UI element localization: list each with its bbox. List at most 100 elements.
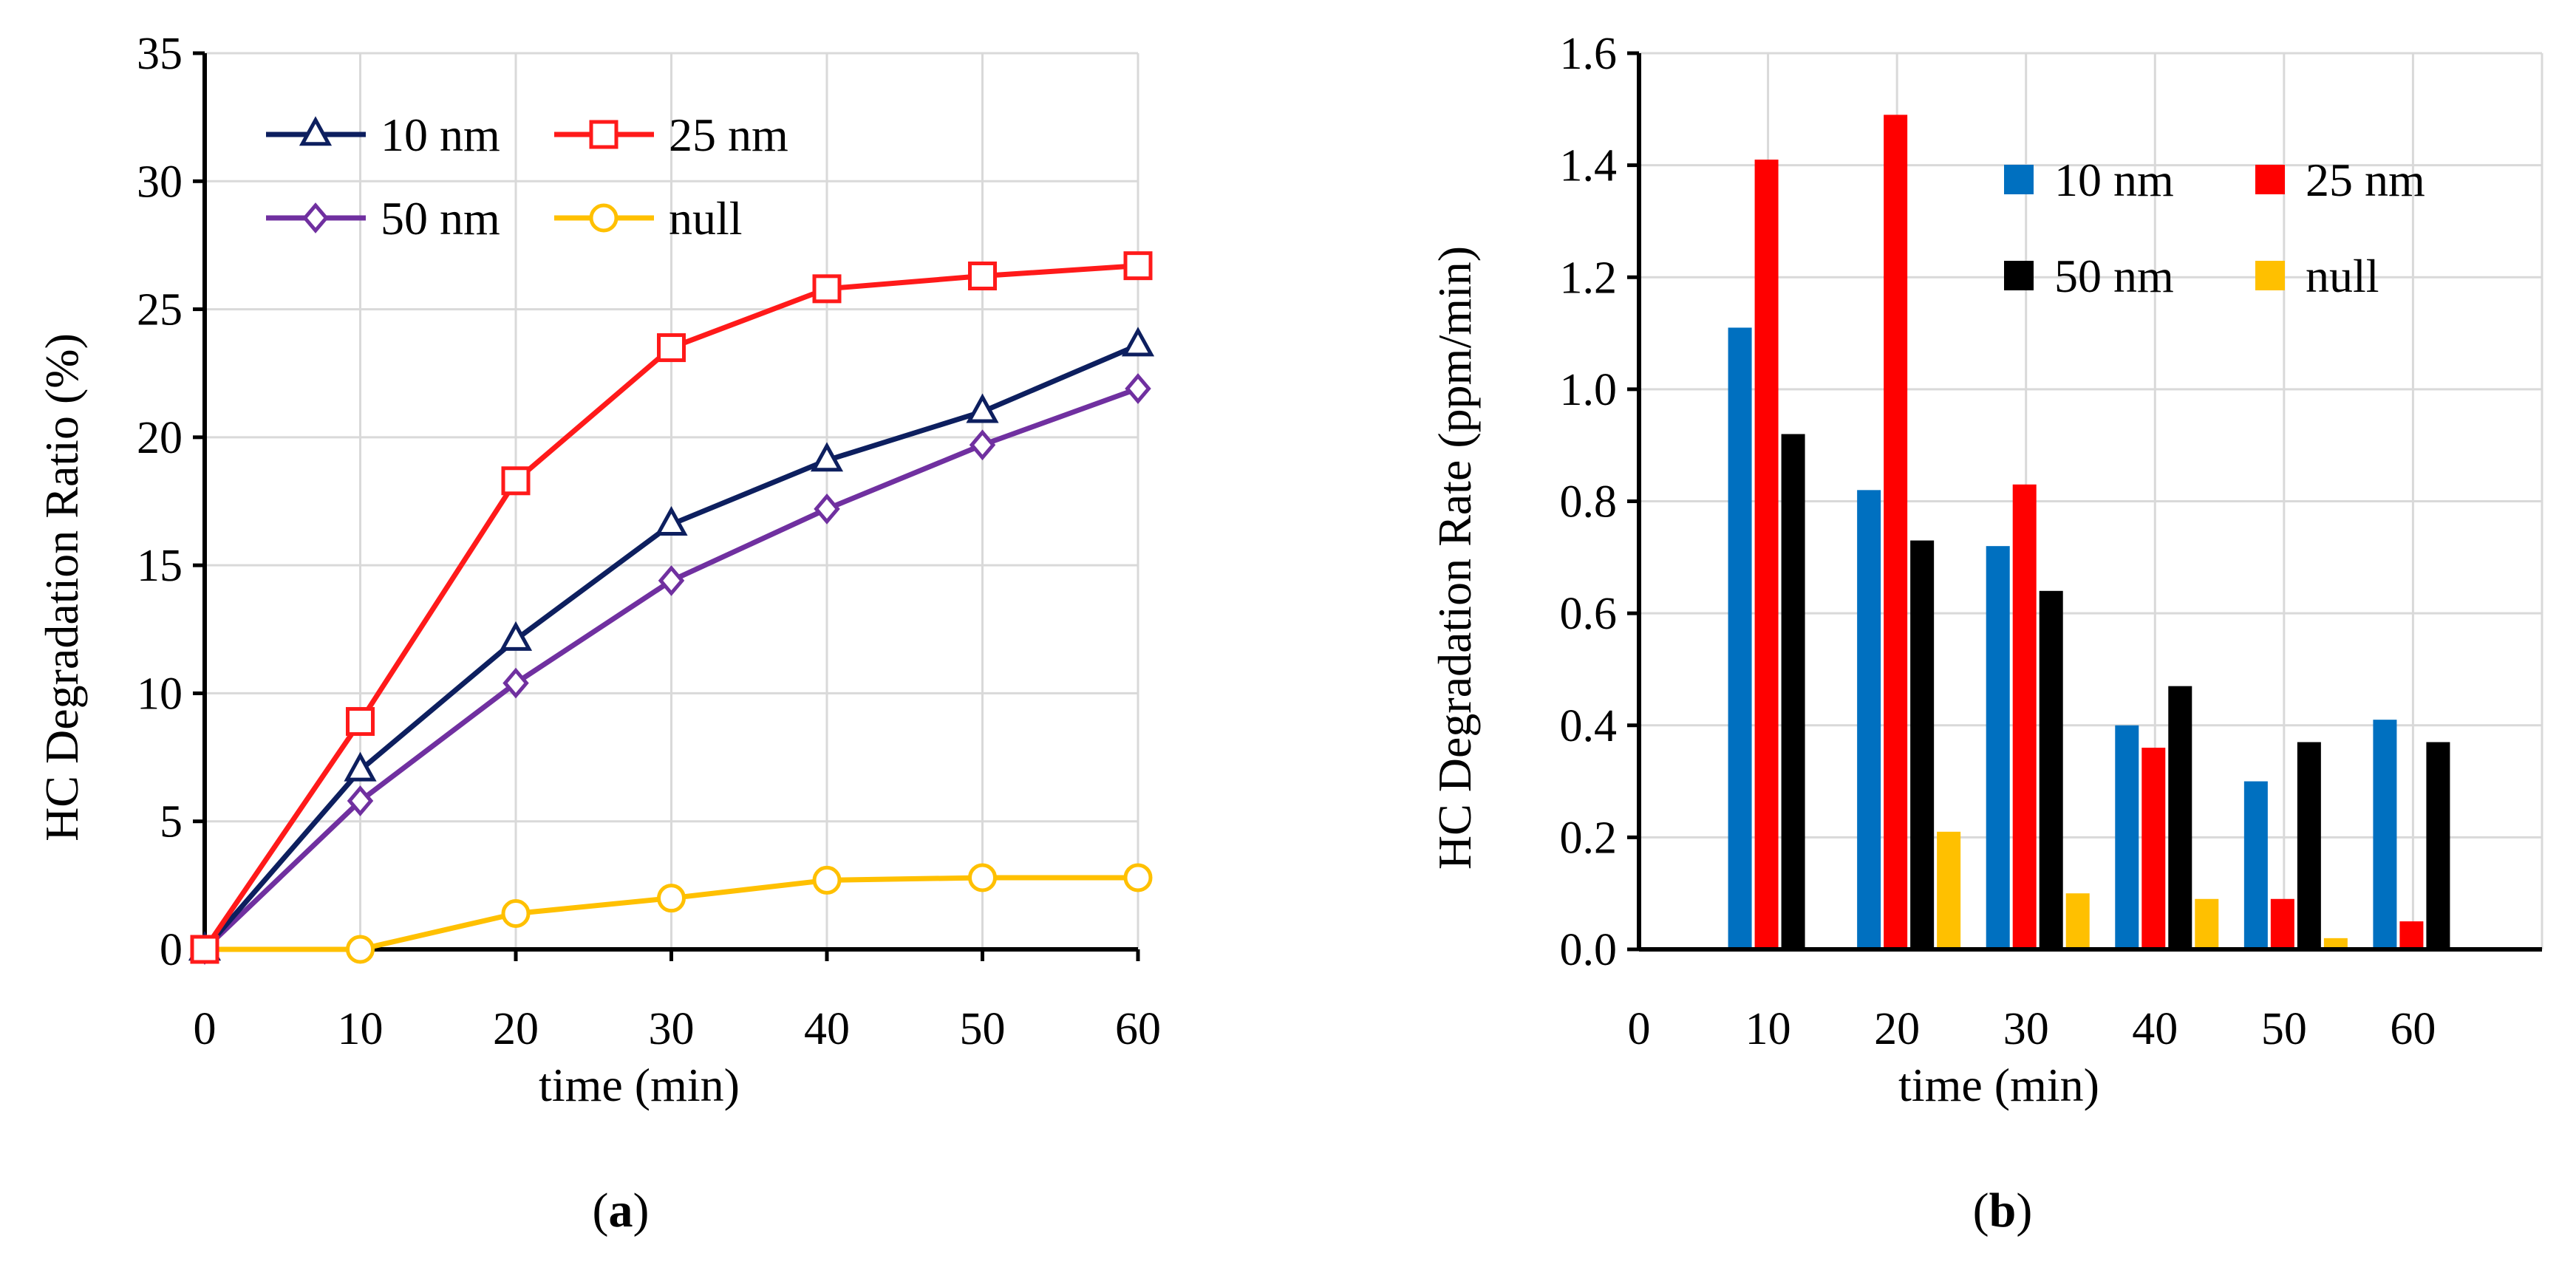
data-point-10-nm bbox=[966, 393, 999, 423]
bar-10-nm-50 bbox=[2243, 781, 2268, 949]
bar-10-nm-40 bbox=[2115, 725, 2139, 949]
bar-50-nm-20 bbox=[1910, 540, 1935, 949]
legend-item-10-nm: 10 nm bbox=[2004, 154, 2174, 206]
data-bars bbox=[1728, 115, 2450, 950]
legend-swatch bbox=[2004, 261, 2034, 290]
data-point-50-nm bbox=[347, 785, 374, 816]
x-tick-label: 50 bbox=[960, 1004, 1006, 1054]
x-tick-label: 30 bbox=[649, 1004, 695, 1054]
bar-25-nm-50 bbox=[2270, 898, 2294, 949]
data-point-null bbox=[501, 898, 531, 928]
bar-25-nm-30 bbox=[2012, 484, 2037, 949]
data-point-25-nm bbox=[190, 935, 219, 964]
bar-50-nm-60 bbox=[2426, 742, 2450, 949]
legend-marker bbox=[299, 116, 333, 146]
legend-item-50-nm: 50 nm bbox=[2004, 250, 2174, 302]
legend-label: 25 nm bbox=[669, 109, 788, 161]
panel-label-letter: a bbox=[609, 1184, 633, 1237]
y-tick-label: 0.0 bbox=[1560, 925, 1618, 975]
legend-label: 25 nm bbox=[2306, 154, 2425, 206]
legend-item-null: null bbox=[554, 192, 743, 245]
x-tick-label: 30 bbox=[2003, 1004, 2049, 1054]
data-point-25-nm bbox=[968, 262, 997, 291]
bar-10-nm-30 bbox=[1986, 546, 2010, 949]
y-tick-label: 35 bbox=[137, 29, 183, 79]
bar-null-30 bbox=[2065, 893, 2090, 949]
x-tick-label: 60 bbox=[1115, 1004, 1161, 1054]
y-tick-label: 25 bbox=[137, 285, 183, 335]
data-point-10-nm bbox=[655, 505, 688, 536]
x-tick-label: 20 bbox=[493, 1004, 539, 1054]
x-axis-label: time (min) bbox=[1898, 1059, 2099, 1111]
y-tick-label: 5 bbox=[160, 797, 183, 847]
legend-label: 50 nm bbox=[2054, 250, 2174, 302]
panel-label-paren-open: ( bbox=[593, 1184, 609, 1237]
axes bbox=[1627, 51, 2542, 952]
y-tick-label: 1.6 bbox=[1560, 29, 1618, 79]
bar-group-10 bbox=[1728, 160, 1805, 950]
y-tick-label: 0.6 bbox=[1560, 589, 1618, 639]
bar-group-20 bbox=[1857, 115, 1961, 949]
data-point-50-nm bbox=[814, 494, 840, 525]
bar-50-nm-30 bbox=[2039, 590, 2063, 949]
x-tick-label: 60 bbox=[2390, 1004, 2436, 1054]
legend-swatch bbox=[2255, 261, 2285, 290]
legend-marker bbox=[589, 203, 619, 233]
x-tick-label: 10 bbox=[1745, 1004, 1791, 1054]
data-point-25-nm bbox=[657, 333, 686, 363]
bar-25-nm-40 bbox=[2141, 748, 2166, 949]
legend: 10 nm 25 nm 50 nm null bbox=[2004, 154, 2425, 302]
x-tick-label: 0 bbox=[194, 1004, 217, 1054]
panel-label-b: (b) bbox=[1973, 1184, 2033, 1237]
gridlines bbox=[205, 52, 1139, 949]
bar-null-40 bbox=[2195, 898, 2219, 949]
panel-label-paren-open: ( bbox=[1973, 1184, 1989, 1237]
data-point-25-nm bbox=[501, 466, 531, 496]
legend-swatch bbox=[2004, 165, 2034, 194]
x-tick-label: 40 bbox=[2132, 1004, 2178, 1054]
data-point-50-nm bbox=[969, 429, 996, 461]
panel-label-paren-close: ) bbox=[633, 1184, 650, 1237]
data-point-null bbox=[346, 935, 375, 964]
legend-swatch bbox=[2255, 165, 2285, 194]
bar-group-60 bbox=[2373, 720, 2450, 949]
bar-null-20 bbox=[1937, 831, 1961, 949]
x-tick-label: 20 bbox=[1874, 1004, 1920, 1054]
y-tick-label: 30 bbox=[137, 157, 183, 207]
data-point-10-nm bbox=[499, 621, 533, 651]
y-tick-label: 10 bbox=[137, 669, 183, 719]
y-tick-label: 1.2 bbox=[1560, 253, 1618, 303]
legend-label: null bbox=[2306, 250, 2379, 302]
y-tick-label: 0.8 bbox=[1560, 477, 1618, 528]
data-point-25-nm bbox=[812, 274, 842, 304]
y-axis-label: HC Degradation Rate (ppm/min) bbox=[1428, 246, 1481, 870]
legend-label: 10 nm bbox=[381, 109, 500, 161]
x-axis-label: time (min) bbox=[539, 1059, 740, 1111]
data-point-50-nm bbox=[502, 667, 529, 699]
legend-label: 10 nm bbox=[2054, 154, 2174, 206]
y-tick-label: 15 bbox=[137, 541, 183, 591]
legend-marker bbox=[302, 202, 329, 233]
line-chart-panel: 0 5 10 15 20 25 30 35 0 10 20 30 40 50 60 10 nm 25 nm 50… bbox=[35, 29, 1161, 1237]
tick-labels: 0 5 10 15 20 25 30 35 0 10 20 30 40 50 60 bbox=[137, 29, 1161, 1054]
bar-group-50 bbox=[2243, 742, 2348, 949]
data-point-null bbox=[968, 863, 997, 892]
series-25-nm bbox=[190, 251, 1153, 964]
legend-item-25-nm: 25 nm bbox=[554, 109, 788, 161]
legend-label: 50 nm bbox=[381, 192, 500, 245]
bar-10-nm-20 bbox=[1857, 490, 1881, 949]
bar-10-nm-60 bbox=[2373, 720, 2397, 949]
data-series bbox=[188, 251, 1155, 965]
legend-item-10-nm: 10 nm bbox=[266, 109, 500, 161]
x-tick-label: 10 bbox=[338, 1004, 384, 1054]
legend-item-50-nm: 50 nm bbox=[266, 192, 500, 245]
data-point-null bbox=[1123, 863, 1153, 892]
bar-25-nm-20 bbox=[1884, 115, 1908, 949]
y-axis-label: HC Degradation Ratio (%) bbox=[35, 333, 88, 841]
data-point-50-nm bbox=[658, 565, 685, 596]
bar-25-nm-60 bbox=[2399, 921, 2424, 949]
bar-group-30 bbox=[1986, 484, 2090, 949]
bar-group-40 bbox=[2115, 686, 2219, 949]
legend-item-null: null bbox=[2255, 250, 2379, 302]
